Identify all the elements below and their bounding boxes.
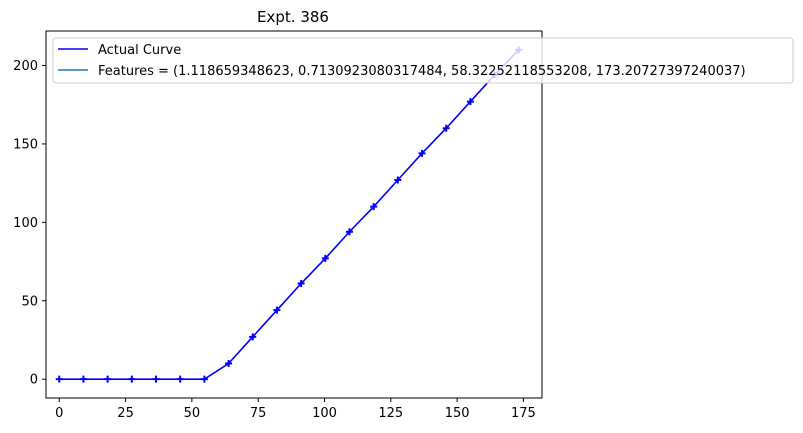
x-tick-label: 100 [312,406,337,421]
y-tick-label: 50 [21,294,38,309]
y-tick-label: 150 [13,137,38,152]
data-point-marker [225,359,233,367]
y-tick-label: 200 [13,59,38,74]
legend-label-actual-curve: Actual Curve [98,43,181,58]
data-point-marker [394,176,402,184]
data-point-marker [55,375,63,383]
legend-box [52,37,794,84]
x-tick-label: 75 [250,406,267,421]
y-axis: 0 50 100 150 200 [13,59,46,388]
data-point-marker [128,375,136,383]
x-tick-label: 175 [511,406,536,421]
data-point-marker [321,254,329,262]
data-point-marker [466,98,474,106]
plot-frame [45,30,543,399]
data-point-marker [370,203,378,211]
data-point-marker [176,375,184,383]
data-point-marker [273,306,281,314]
data-point-marker [249,333,257,341]
x-tick-label: 0 [55,406,63,421]
data-point-marker [104,375,112,383]
data-point-marker [200,375,208,383]
data-point-marker [345,228,353,236]
legend-label-features: Features = (1.118659348623, 0.7130923080… [98,64,746,79]
data-point-marker [442,124,450,132]
data-point-marker [79,375,87,383]
x-tick-label: 25 [117,406,134,421]
x-tick-label: 50 [184,406,201,421]
data-point-marker [418,149,426,157]
y-tick-label: 100 [13,216,38,231]
chart-title: Expt. 386 [257,8,329,26]
data-point-marker [152,375,160,383]
x-axis: 0 25 50 75 100 125 150 175 [55,398,536,421]
series-line-actual-curve [59,49,520,380]
data-point-marker [297,280,305,288]
x-tick-label: 125 [378,406,403,421]
legend: Actual Curve Features = (1.118659348623,… [52,37,794,84]
y-tick-label: 0 [30,373,38,388]
x-tick-label: 150 [445,406,470,421]
plot-area [46,31,542,398]
